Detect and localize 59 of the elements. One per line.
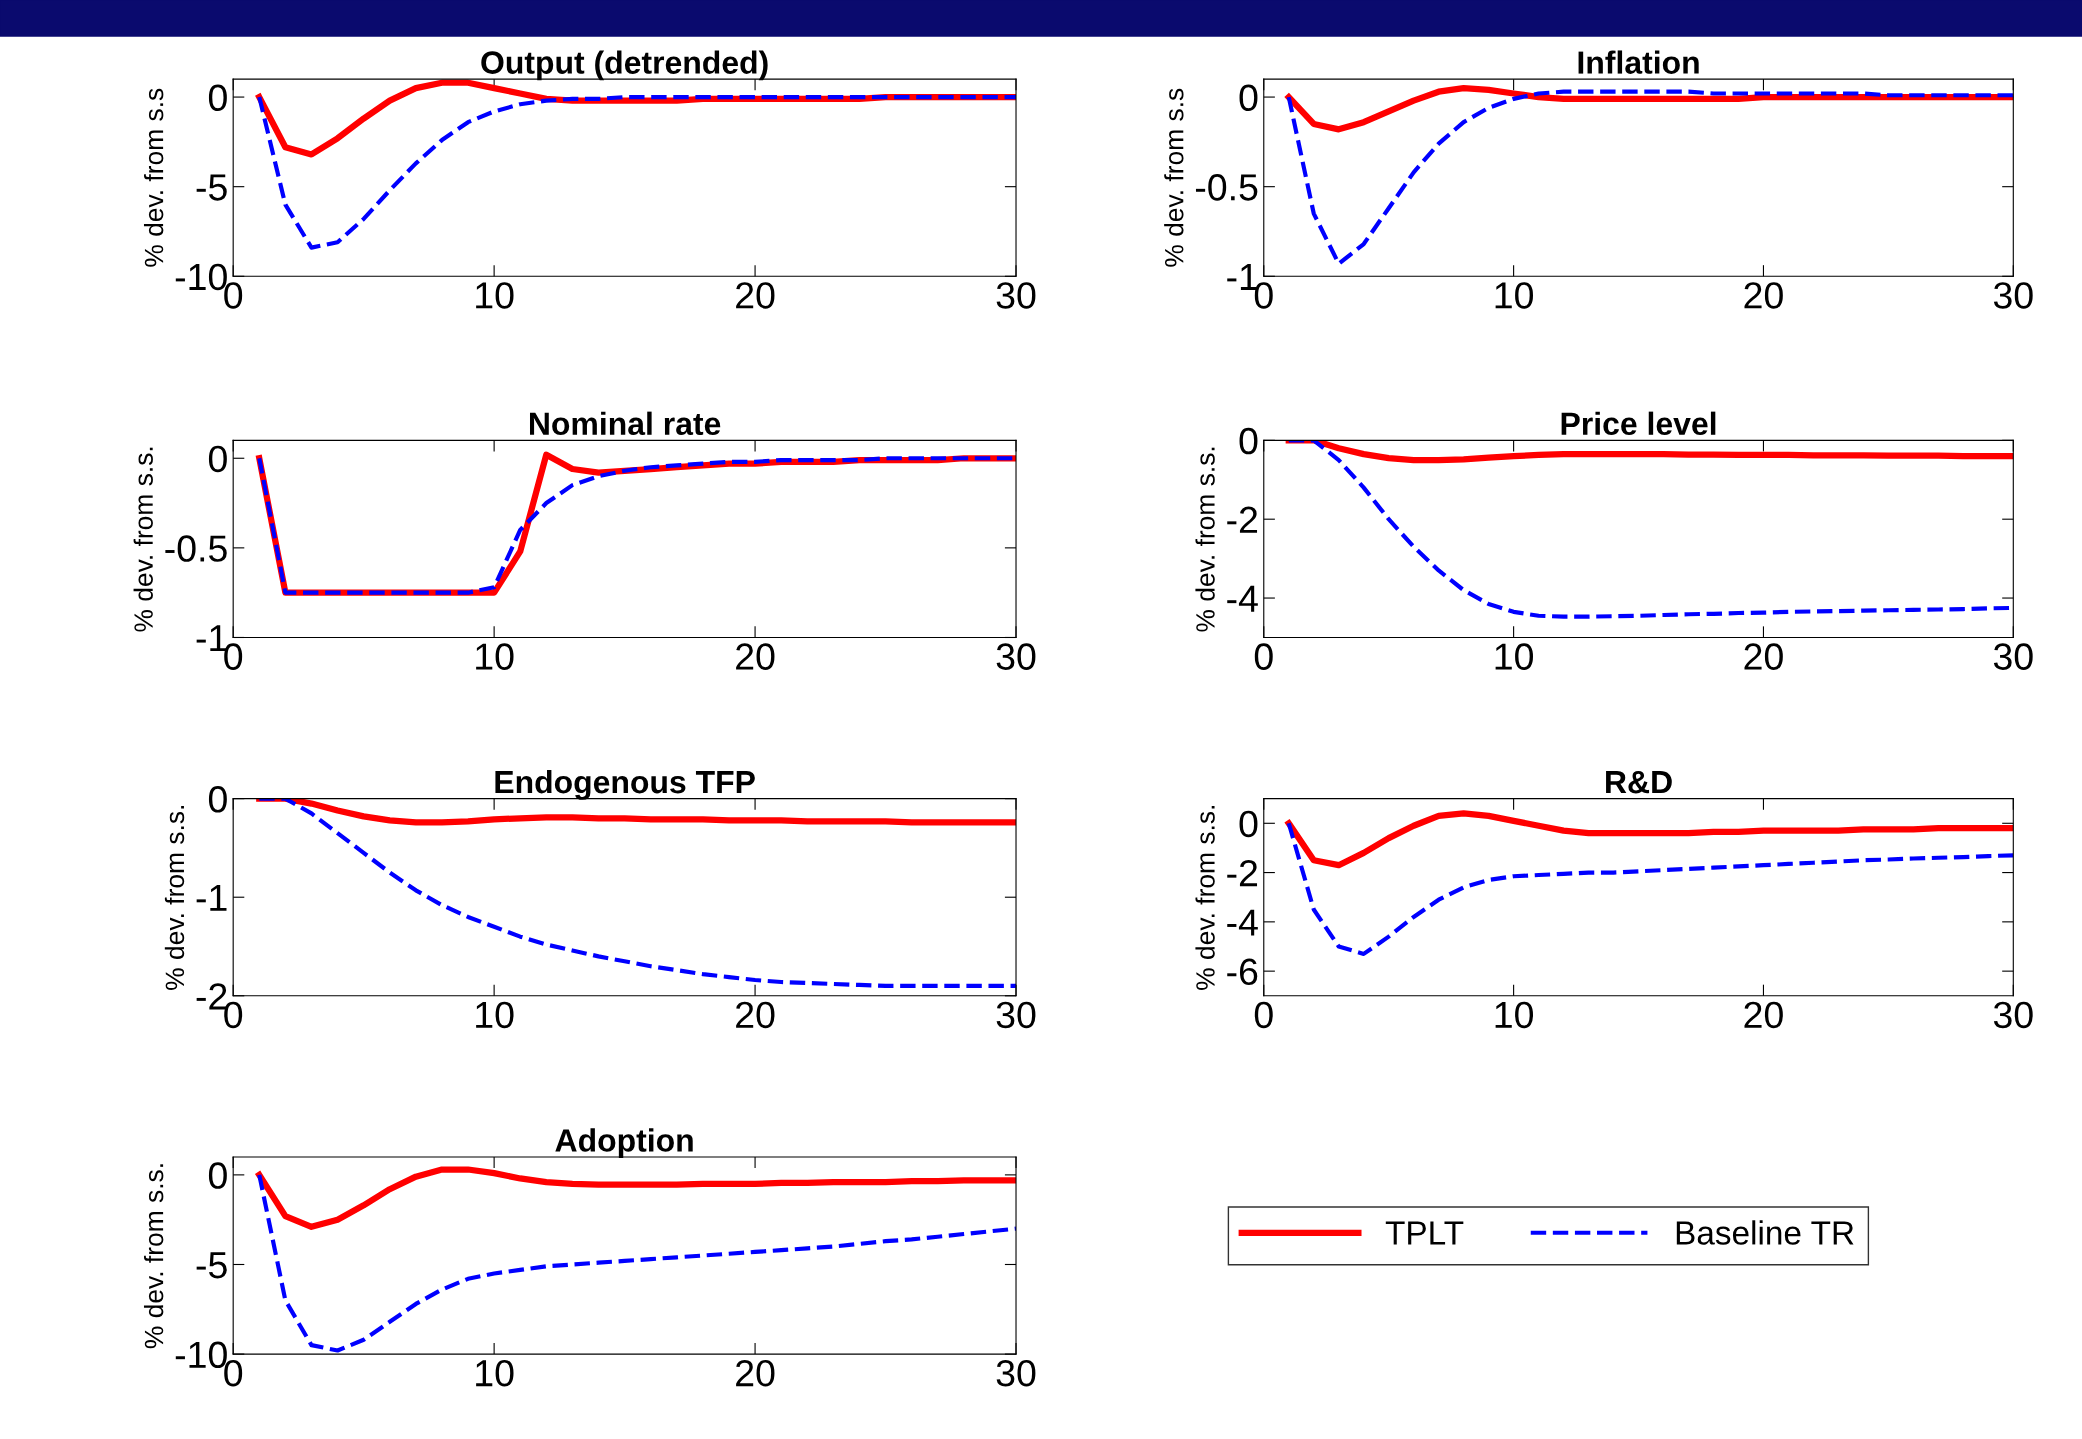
y-tick-label: 0 [208, 1162, 227, 1189]
x-tick-label: 30 [996, 1359, 1036, 1387]
chart-title: Adoption [555, 1128, 693, 1159]
x-tick-label: 30 [996, 282, 1036, 309]
chart-title: R&D [1606, 770, 1672, 794]
x-tick-label: 20 [736, 643, 775, 670]
x-tick-label: 30 [1993, 643, 2033, 670]
x-tick-label: 20 [736, 1359, 775, 1387]
y-axis-title: % dev. from s.s. [164, 806, 185, 990]
y-tick-label: 0 [208, 445, 227, 473]
x-tick-label: 10 [476, 1001, 514, 1029]
y-axis-title: % dev. from s.s. [1195, 447, 1215, 632]
line-series [1286, 89, 2014, 266]
line-series [257, 798, 1017, 989]
x-tick-label: 10 [1495, 282, 1533, 309]
x-tick-label: 20 [1744, 1001, 1783, 1029]
chart-title: Nominal rate [529, 411, 721, 436]
y-tick-label: -5 [196, 1252, 227, 1279]
x-tick-label: 10 [1495, 1001, 1533, 1029]
x-tick-label: 30 [996, 643, 1036, 670]
y-tick-label: -1 [196, 885, 227, 911]
x-tick-label: 10 [1495, 643, 1533, 670]
y-tick-label: -0.5 [1195, 174, 1258, 201]
y-tick-label: -4 [1227, 585, 1258, 612]
x-tick-label: 30 [1993, 1001, 2033, 1029]
chart-title: Endogenous TFP [495, 769, 755, 800]
y-axis-title: % dev. from s.s. [143, 1164, 164, 1349]
y-tick-label: -6 [1227, 958, 1258, 986]
y-tick-label: 0 [208, 786, 227, 813]
chart-title: Price level [1561, 411, 1716, 436]
legend-label: TPLT [1385, 1221, 1464, 1245]
line-series [1286, 821, 2014, 956]
x-tick-label: 20 [1744, 643, 1783, 670]
y-axis-title: % dev. from s.s. [133, 447, 153, 632]
y-tick-label: 0 [208, 84, 227, 112]
x-tick-label: 30 [1993, 282, 2033, 309]
x-tick-label: 10 [476, 282, 514, 309]
chart-title: Inflation [1578, 50, 1699, 74]
y-tick-label: -2 [1227, 859, 1258, 887]
y-axis-title: % dev. from s.s [1164, 88, 1184, 267]
x-tick-label: 10 [476, 643, 514, 670]
y-axis-title: % dev. from s.s [143, 88, 164, 267]
x-tick-label: 20 [1744, 282, 1783, 309]
x-tick-label: 30 [996, 1001, 1036, 1029]
y-tick-label: -0.5 [165, 535, 227, 562]
y-tick-label: -2 [1227, 506, 1258, 533]
legend-label: Baseline TR [1676, 1220, 1854, 1245]
x-tick-label: 20 [736, 1001, 775, 1029]
y-tick-label: 0 [1239, 810, 1258, 838]
y-tick-label: -4 [1227, 909, 1258, 936]
y-axis-title: % dev. from s.s. [1195, 806, 1215, 990]
x-tick-label: 10 [476, 1359, 514, 1387]
line-series [257, 94, 1017, 250]
y-tick-label: 0 [1239, 84, 1258, 112]
y-tick-label: 0 [1239, 427, 1258, 455]
chart-title: Output (detrended) [481, 50, 768, 81]
y-tick-label: -2 [196, 983, 227, 1010]
y-tick-label: -5 [196, 174, 227, 201]
x-tick-label: 20 [736, 282, 775, 309]
